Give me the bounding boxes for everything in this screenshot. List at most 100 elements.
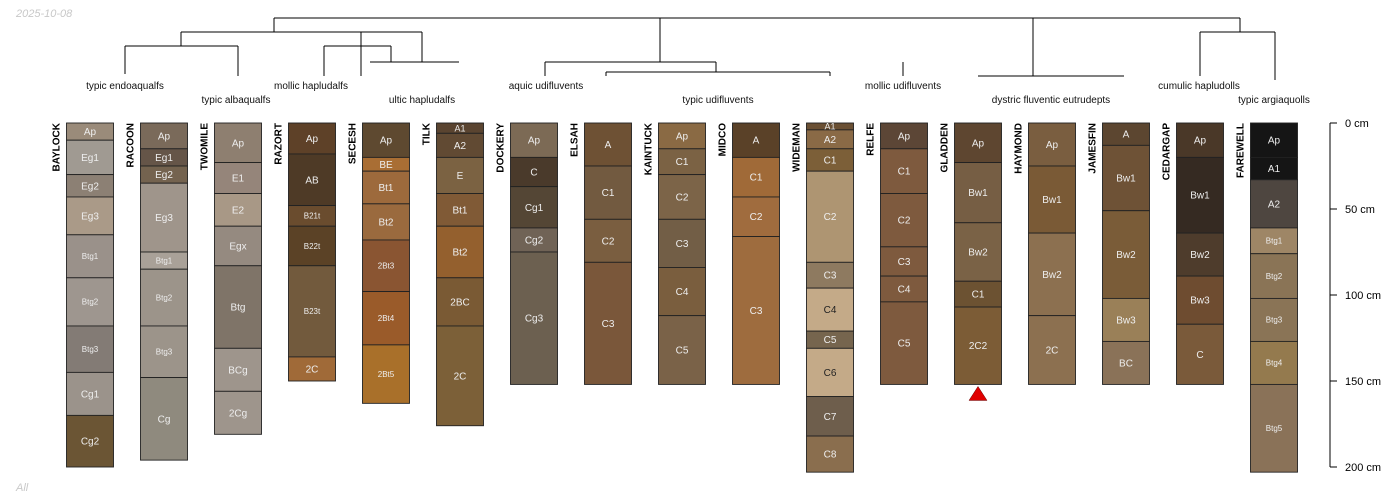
horizon-ap [954,122,1002,164]
horizon-label: Btg2 [1266,272,1283,281]
profile-name: WIDEMAN [792,123,803,172]
horizon-bw1 [1176,156,1224,234]
horizon-label: C3 [824,271,837,282]
horizon-btg5 [1250,383,1298,473]
horizon-btg3 [66,325,114,373]
profile-tilk: A1 A2 E Bt1 Bt2 2BC 2C TILK [422,122,484,427]
profile-cedargap: Ap Bw1 Bw2 Bw3 C CEDARGAP [1162,122,1224,385]
horizon-b22t [288,225,336,267]
horizon-c2 [880,193,928,248]
horizon-label: B21t [304,212,321,221]
horizon-cg2 [66,414,114,468]
horizon-label: Bw3 [1116,315,1136,326]
horizon-bw2 [954,222,1002,282]
group-label: mollic udifluvents [865,81,941,92]
horizon-a [584,122,632,167]
profile-name: RACOON [126,123,137,167]
horizon-eg1 [66,139,114,176]
horizon-label: AB [305,175,319,186]
horizon-label: C2 [898,216,911,227]
horizon-label: Ap [1194,136,1207,147]
horizon-label: Eg2 [155,170,173,181]
horizon-bt2 [436,225,484,279]
footer-label: All [16,482,29,494]
horizon-b23t [288,265,336,358]
horizon-label: Ap [676,131,689,142]
profile-name: GLADDEN [940,123,951,172]
horizon-bw3 [1102,297,1150,342]
horizon-2c [1028,315,1076,385]
horizon-cg [140,377,188,461]
horizon-label: Bt1 [378,183,393,194]
horizon-label: Eg3 [155,213,173,224]
horizon-ap [362,122,410,158]
horizon-egx [214,225,262,267]
profile-name: RAZORT [274,123,285,165]
group-label: ultic hapludalfs [389,95,455,106]
horizon-ap [510,122,558,158]
horizon-label: Eg1 [155,153,173,164]
horizon-label: BE [379,160,393,171]
profile-name: TILK [422,122,433,145]
horizon-bcg [214,347,262,392]
horizon-label: Cg1 [525,203,544,214]
horizon-label: Bw2 [1190,250,1210,261]
horizon-label: Ap [1268,136,1281,147]
horizon-label: C [1196,350,1203,361]
horizon-label: 2Bt4 [378,314,395,323]
horizon-c3 [584,261,632,385]
horizon-ab [288,153,336,207]
horizon-label: 2Bt5 [378,370,395,379]
horizon-label: Ap [1046,140,1059,151]
horizon-btg2 [140,268,188,327]
horizon-label: A2 [454,141,467,152]
horizon-c6 [806,347,854,397]
horizon-bt1 [436,193,484,227]
horizon-2c2 [954,306,1002,385]
profile-name: BAYLOCK [52,122,63,171]
horizon-eg3 [66,196,114,236]
horizon-label: C1 [676,157,689,168]
horizon-label: C2 [602,236,615,247]
horizon-label: 2C2 [969,341,988,352]
horizon-label: C5 [676,346,689,357]
horizon-label: Bw1 [968,188,988,199]
horizon-label: C6 [824,368,837,379]
horizon-ap [880,122,928,150]
horizon-ap [1028,122,1076,167]
horizon-btg1 [1250,227,1298,255]
group-label: typic argiaquolls [1238,95,1310,106]
horizon-a [732,122,780,158]
profile-name: JAMESFIN [1088,123,1099,174]
horizon-cg2 [510,227,558,253]
horizon-label: 2BC [450,297,469,308]
horizon-bw2 [1102,210,1150,299]
horizon-label: Bw2 [1116,250,1136,261]
horizon-label: C4 [676,287,689,298]
horizon-label: A1 [824,122,835,132]
horizon-ap [1176,122,1224,158]
profile-wideman: A1 A2 C1 C2 C3 C4 C5 C6 C7 C8 WIDEMAN [792,122,854,473]
horizon-label: Cg2 [525,235,544,246]
group-label: aquic udifluvents [509,81,584,92]
horizon-label: Ap [232,138,245,149]
profile-name: KAINTUCK [644,122,655,175]
group-label: dystric fluventic eutrudepts [992,95,1110,106]
profile-baylock: Ap Eg1 Eg2 Eg3 Btg1 Btg2 Btg3 Cg1 Cg2 BAYLOCK [52,122,114,468]
profile-haymond: Ap Bw1 Bw2 2C HAYMOND [1014,122,1076,385]
profile-name: SECESH [348,123,359,164]
profile-dockery: Ap C Cg1 Cg2 Cg3 DOCKERY [496,122,558,385]
horizon-label: Btg4 [1266,359,1283,368]
horizon-btg3 [140,325,188,379]
horizon-label: Btg1 [82,252,99,261]
horizon-label: Bw1 [1190,191,1210,202]
profile-elsah: A C1 C2 C3 ELSAH [570,122,632,385]
horizon-label: 2C [306,364,319,375]
horizon-label: E2 [232,205,245,216]
horizon-label: Bt1 [452,205,467,216]
horizon-label: A2 [824,135,837,146]
horizon-label: Btg2 [156,293,173,302]
horizon-btg2 [1250,253,1298,299]
horizon-label: Eg1 [81,153,99,164]
